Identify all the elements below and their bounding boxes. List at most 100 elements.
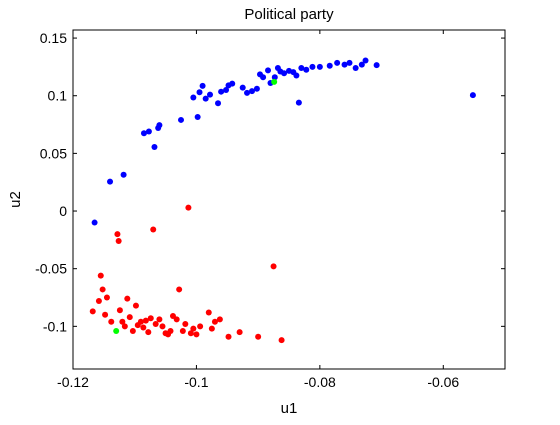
data-point: [115, 238, 122, 245]
data-point: [239, 84, 246, 91]
y-tick-label: 0.05: [40, 145, 67, 161]
data-point: [179, 327, 186, 334]
data-point: [182, 321, 189, 328]
x-axis-label: u1: [281, 400, 298, 417]
data-point: [107, 178, 114, 185]
data-point: [205, 309, 212, 316]
x-tick-label: -0.1: [184, 374, 208, 390]
data-point: [150, 226, 157, 233]
data-point: [151, 144, 158, 151]
data-point: [113, 327, 120, 334]
plot-area: [72, 29, 506, 370]
data-point: [91, 219, 98, 226]
data-point: [99, 286, 106, 293]
x-tick-label: -0.06: [427, 374, 459, 390]
data-point: [255, 333, 262, 340]
data-point: [176, 286, 183, 293]
chart-title: Political party: [244, 6, 334, 23]
data-point: [147, 315, 154, 322]
data-point: [114, 231, 121, 238]
tick-labels: -0.12 -0.1 -0.08 -0.06 -0.1 -0.05 0 0.05 0.1 0.15: [35, 30, 459, 390]
data-point: [298, 65, 305, 72]
data-point: [229, 80, 236, 87]
data-point: [193, 331, 200, 338]
data-point: [145, 128, 152, 135]
data-point: [190, 94, 197, 101]
data-point: [89, 308, 96, 315]
data-point: [223, 86, 230, 93]
data-point: [178, 116, 184, 123]
data-point: [156, 316, 163, 323]
data-point: [309, 63, 316, 70]
data-point: [152, 321, 159, 328]
y-tick-label: 0.1: [48, 88, 68, 104]
data-point: [236, 329, 243, 336]
data-point: [95, 297, 102, 304]
y-tick-label: -0.05: [35, 261, 67, 277]
data-point: [194, 114, 201, 121]
x-tick-label: -0.08: [304, 374, 336, 390]
data-point: [253, 85, 260, 92]
data-point: [271, 74, 278, 81]
data-points: [89, 57, 476, 344]
data-point: [108, 318, 115, 325]
data-point: [211, 318, 218, 325]
data-point: [316, 63, 323, 70]
data-point: [248, 88, 255, 95]
data-point: [97, 272, 104, 279]
data-point: [185, 204, 192, 211]
data-point: [326, 62, 333, 69]
data-point: [281, 70, 288, 77]
data-point: [346, 59, 353, 66]
data-point: [140, 130, 147, 137]
data-point: [225, 333, 232, 340]
data-point: [120, 171, 127, 178]
data-point: [295, 99, 302, 106]
data-point: [121, 323, 128, 330]
data-point: [140, 324, 147, 331]
data-point: [129, 327, 136, 334]
data-point: [202, 95, 209, 102]
data-point: [352, 65, 359, 72]
data-point: [124, 295, 131, 302]
y-tick-label: -0.1: [43, 318, 67, 334]
data-point: [173, 316, 180, 323]
data-point: [208, 325, 215, 332]
data-point: [126, 314, 133, 321]
data-point: [341, 61, 348, 68]
data-point: [116, 307, 123, 314]
data-point: [102, 311, 109, 318]
data-point: [196, 89, 203, 96]
data-point: [190, 325, 197, 332]
data-point: [145, 329, 152, 336]
y-tick-label: 0: [59, 203, 67, 219]
data-point: [132, 302, 139, 309]
data-point: [197, 323, 204, 330]
data-point: [293, 72, 300, 79]
data-point: [187, 330, 194, 337]
data-point: [218, 88, 225, 95]
data-point: [244, 89, 251, 96]
data-point: [303, 66, 310, 73]
data-point: [137, 318, 144, 325]
data-point: [215, 100, 222, 107]
data-point: [199, 82, 206, 89]
data-point: [469, 92, 476, 99]
data-point: [103, 294, 110, 301]
data-point: [265, 67, 272, 74]
data-point: [271, 78, 278, 85]
data-point: [119, 318, 126, 325]
axis-ticks: [72, 30, 505, 369]
data-point: [156, 122, 163, 129]
data-point: [362, 57, 369, 64]
data-point: [334, 59, 341, 66]
data-point: [159, 323, 166, 330]
data-point: [207, 91, 214, 98]
data-point: [358, 61, 365, 68]
data-point: [216, 316, 223, 323]
y-axis-label: u2: [7, 191, 24, 208]
data-point: [373, 62, 380, 69]
data-point: [278, 337, 285, 344]
